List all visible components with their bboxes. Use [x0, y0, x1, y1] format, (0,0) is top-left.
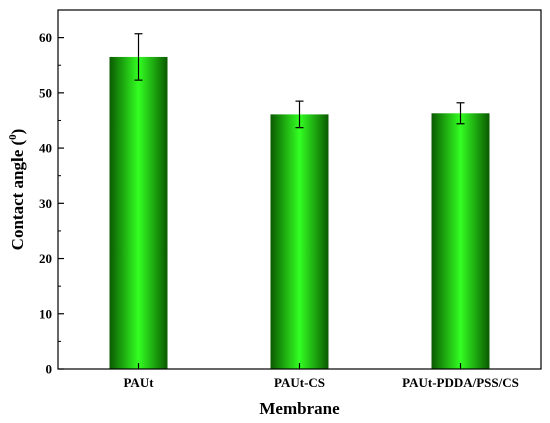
y-tick-label: 50: [39, 85, 52, 100]
error-bars-layer: [134, 33, 465, 129]
error-bar: [295, 100, 304, 129]
y-tick-label: 30: [39, 196, 52, 211]
bar-paut-cs: [270, 114, 329, 369]
error-bar: [134, 33, 143, 81]
x-tick-label: PAUt-CS: [274, 375, 325, 390]
y-tick-label: 60: [39, 30, 52, 45]
y-tick-label: 40: [39, 141, 52, 156]
error-bar: [456, 102, 465, 125]
y-tick-label: 20: [39, 251, 52, 266]
y-axis: 0 10 20 30 40 50 60: [39, 30, 64, 377]
y-axis-title: Contact angle (0): [7, 129, 27, 251]
x-axis: PAUt PAUt-CS PAUt-PDDA/PSS/CS: [123, 363, 519, 390]
y-axis-title-close: ): [8, 129, 27, 135]
bars-layer: [109, 56, 490, 369]
x-axis-title: Membrane: [259, 399, 340, 418]
x-tick-label: PAUt-PDDA/PSS/CS: [402, 375, 519, 390]
y-axis-title-superscript: 0: [7, 134, 19, 140]
bar-paut: [109, 56, 168, 369]
y-tick-label: 0: [46, 362, 53, 377]
y-axis-title-text: Contact angle (: [8, 140, 27, 251]
x-tick-label: PAUt: [123, 375, 154, 390]
y-tick-label: 10: [39, 306, 52, 321]
bar-paut-pdda-pss-cs: [431, 113, 490, 369]
